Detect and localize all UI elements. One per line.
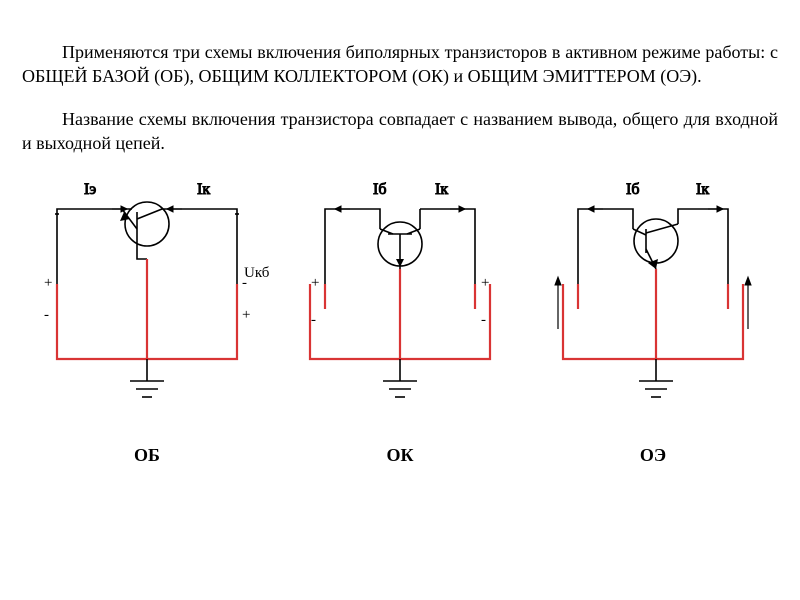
side-arrows: [555, 277, 751, 329]
diagram-ob: Iэ Iк: [22, 169, 272, 466]
caption-ok: ОК: [386, 445, 413, 466]
paragraph-intro: Применяются три схемы включения биполярн…: [22, 40, 778, 89]
current-labels: Iб Iк: [588, 181, 723, 212]
svg-text:+: +: [44, 275, 52, 291]
polarity-signs: + - - Uкб +: [44, 265, 270, 323]
diagram-oe-svg: Iб Iк: [528, 169, 778, 429]
current-labels: Iэ Iк: [84, 181, 210, 212]
current-labels: Iб Iк: [335, 181, 465, 212]
svg-text:+: +: [481, 275, 489, 291]
diagram-oe: Iб Iк: [528, 169, 778, 466]
caption-ob: ОБ: [134, 445, 160, 466]
caption-oe: ОЭ: [640, 445, 666, 466]
svg-text:Iк: Iк: [696, 181, 709, 198]
diagrams-row: Iэ Iк: [22, 169, 778, 466]
red-frame: [57, 259, 237, 359]
ground-icon: [639, 359, 673, 397]
svg-text:Iб: Iб: [373, 181, 386, 198]
transistor-icon: [633, 219, 678, 269]
paragraph-explanation: Название схемы включения транзистора сов…: [22, 107, 778, 156]
transistor-icon: [378, 222, 422, 269]
diagram-ok: Iб Iк: [275, 169, 525, 466]
diagram-ok-svg: Iб Iк: [275, 169, 525, 429]
svg-text:+: +: [311, 275, 319, 291]
svg-text:Iэ: Iэ: [84, 181, 96, 198]
diagram-ob-svg: Iэ Iк: [22, 169, 272, 429]
red-frame: [563, 269, 743, 359]
ground-icon: [130, 359, 164, 397]
ground-icon: [383, 359, 417, 397]
page: Применяются три схемы включения биполярн…: [0, 0, 800, 600]
svg-text:-: -: [481, 312, 486, 328]
svg-text:Iк: Iк: [197, 181, 210, 198]
red-frame: [310, 269, 490, 359]
svg-text:-: -: [44, 307, 49, 323]
svg-text:-: -: [311, 312, 316, 328]
svg-text:Iк: Iк: [435, 181, 448, 198]
black-strokes: [578, 209, 728, 284]
transistor-icon: [120, 202, 169, 259]
svg-text:Iб: Iб: [626, 181, 639, 198]
svg-text:Uкб: Uкб: [244, 265, 270, 281]
svg-text:+: +: [242, 307, 250, 323]
